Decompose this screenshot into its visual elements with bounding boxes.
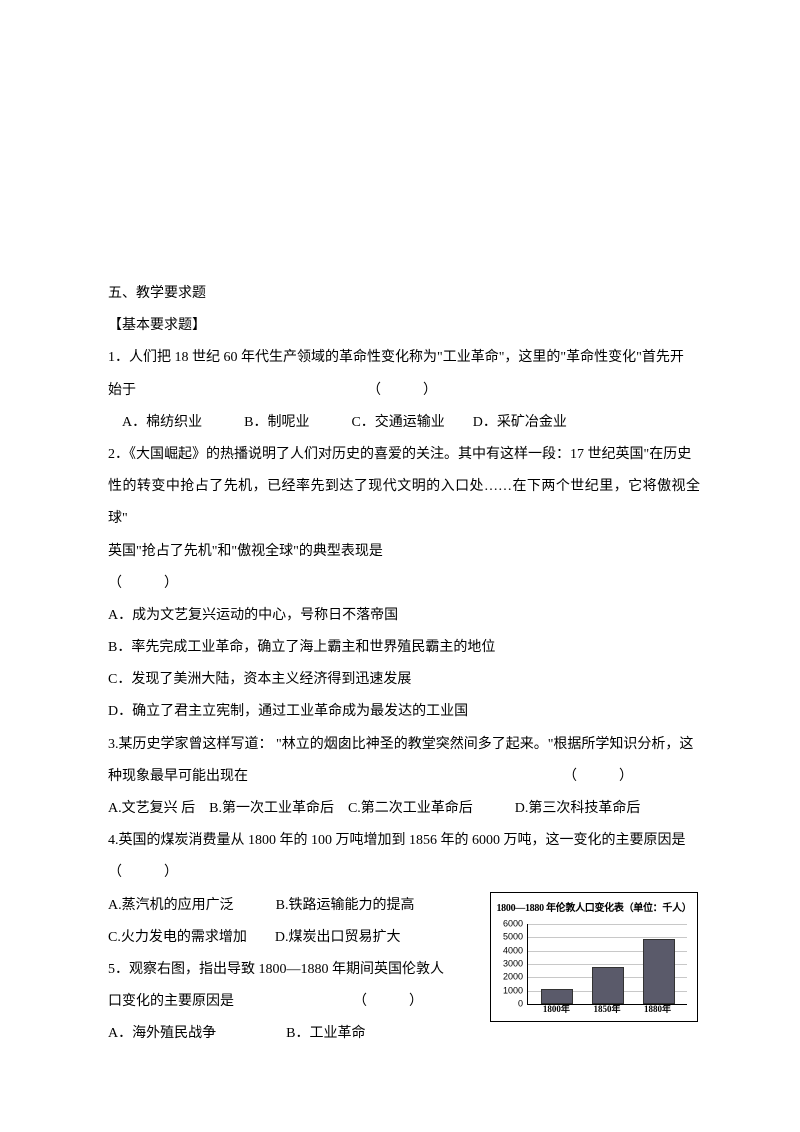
y-axis: 0100020003000400050006000 bbox=[497, 922, 525, 1004]
document-body: 五、教学要求题 【基本要求题】 1．人们把 18 世纪 60 年代生产领域的革命… bbox=[108, 278, 700, 1051]
q1-line1: 1．人们把 18 世纪 60 年代生产领域的革命性变化称为"工业革命"，这里的"… bbox=[108, 342, 700, 374]
q2-line3: 英国"抢占了先机"和"傲视全球"的典型表现是 bbox=[108, 536, 700, 568]
q1-line2: 始于 （ ） bbox=[108, 375, 700, 407]
subsection-title: 【基本要求题】 bbox=[108, 310, 700, 342]
q1-opts: A．棉纺织业 B．制呢业 C．交通运输业 D．采矿冶金业 bbox=[108, 407, 700, 439]
y-tick-label: 6000 bbox=[503, 914, 523, 935]
q2-line2: 性的转变中抢占了先机，已经率先到达了现代文明的入口处……在下两个世纪里，它将傲视… bbox=[108, 471, 700, 535]
q3-opts: A.文艺复兴 后 B.第一次工业革命后 C.第二次工业革命后 D.第三次科技革命… bbox=[108, 793, 700, 825]
x-tick-label: 1850年 bbox=[593, 999, 620, 1020]
q4-line1: 4.英国的煤炭消费量从 1800 年的 100 万吨增加到 1856 年的 60… bbox=[108, 825, 700, 857]
q3-line2: 种现象最早可能出现在 （ ） bbox=[108, 761, 700, 793]
q2-a: A．成为文艺复兴运动的中心，号称日不落帝国 bbox=[108, 600, 700, 632]
q4-line2: （ ） bbox=[108, 857, 700, 889]
q2-c: C．发现了美洲大陆，资本主义经济得到迅速发展 bbox=[108, 664, 700, 696]
chart-area: 0100020003000400050006000 1800年1850年1880… bbox=[497, 922, 691, 1020]
bar bbox=[643, 939, 675, 1004]
q3-line1: 3.某历史学家曾这样写道： "林立的烟囱比神圣的教堂突然间多了起来。"根据所学知… bbox=[108, 729, 700, 761]
q2-line4: （ ） bbox=[108, 568, 700, 600]
section-title: 五、教学要求题 bbox=[108, 278, 700, 310]
population-chart: 1800—1880 年伦敦人口变化表（单位：千人） 01000200030004… bbox=[490, 892, 698, 1022]
q5-a: A．海外殖民战争 B．工业革命 bbox=[108, 1018, 700, 1050]
plot-area: 1800年1850年1880年 bbox=[527, 924, 687, 1005]
x-tick-label: 1880年 bbox=[644, 999, 671, 1020]
q2-line1: 2．《大国崛起》的热播说明了人们对历史的喜爱的关注。其中有这样一段：17 世纪英… bbox=[108, 439, 700, 471]
q2-d: D．确立了君主立宪制，通过工业革命成为最发达的工业国 bbox=[108, 696, 700, 728]
q2-b: B．率先完成工业革命，确立了海上霸主和世界殖民霸主的地位 bbox=[108, 632, 700, 664]
grid-line bbox=[528, 924, 687, 925]
x-tick-label: 1800年 bbox=[543, 999, 570, 1020]
